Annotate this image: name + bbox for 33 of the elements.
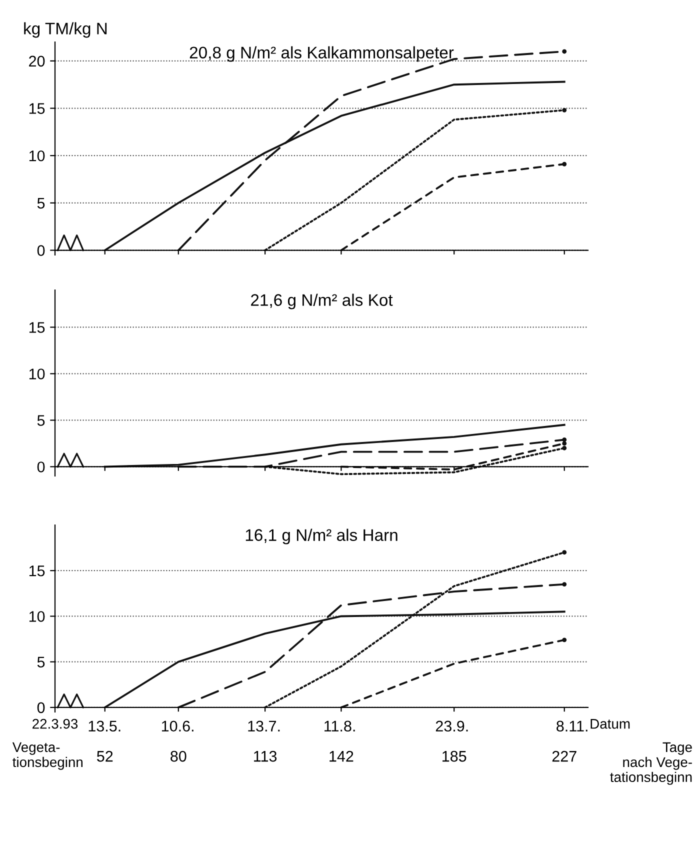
y-tick-label: 5 <box>37 415 45 426</box>
text: 22.3.93 <box>32 718 78 729</box>
y-tick-label: 10 <box>29 368 45 380</box>
y-tick-label: 20 <box>29 56 45 67</box>
chart-title: 16,1 g N/m² als Harn <box>246 528 398 544</box>
text: Tage nach Vege- tationsbeginn <box>610 742 692 785</box>
y-tick-label: 15 <box>29 566 45 576</box>
x-tick-label: 185 <box>442 750 466 762</box>
x-tick-label: 142 <box>330 750 354 762</box>
x2-tick-label: 8.11. <box>556 720 588 732</box>
y-tick-label: 5 <box>37 656 45 668</box>
text: Datum <box>590 719 630 729</box>
x-tick-label: 52 <box>97 750 113 762</box>
y-tick-label: 0 <box>37 245 45 256</box>
chart-title: 20,8 g N/m² als Kalkammonsalpeter <box>190 46 454 62</box>
y-tick-label: 0 <box>37 702 45 714</box>
y-tick-label: 5 <box>37 198 45 209</box>
y-axis-title: kg TM/kg N <box>24 22 107 38</box>
y-tick-label: 15 <box>29 103 45 114</box>
y-tick-label: 15 <box>29 322 45 333</box>
x2-tick-label: 11.8. <box>324 720 355 732</box>
text: Vegeta- tionsbeginn <box>12 742 83 770</box>
x2-tick-label: 13.5. <box>88 720 120 732</box>
x2-tick-label: 23.9. <box>436 720 468 732</box>
x-tick-label: 80 <box>170 750 186 762</box>
x-tick-label: 227 <box>552 750 576 762</box>
x-tick-label: 113 <box>254 750 277 762</box>
y-tick-label: 0 <box>37 462 45 472</box>
y-tick-label: 10 <box>29 611 45 622</box>
x2-tick-label: 10.6. <box>162 720 194 732</box>
chart-title: 21,6 g N/m² als Kot <box>251 294 393 310</box>
y-tick-label: 10 <box>29 150 45 162</box>
x2-tick-label: 13.7. <box>248 720 280 732</box>
